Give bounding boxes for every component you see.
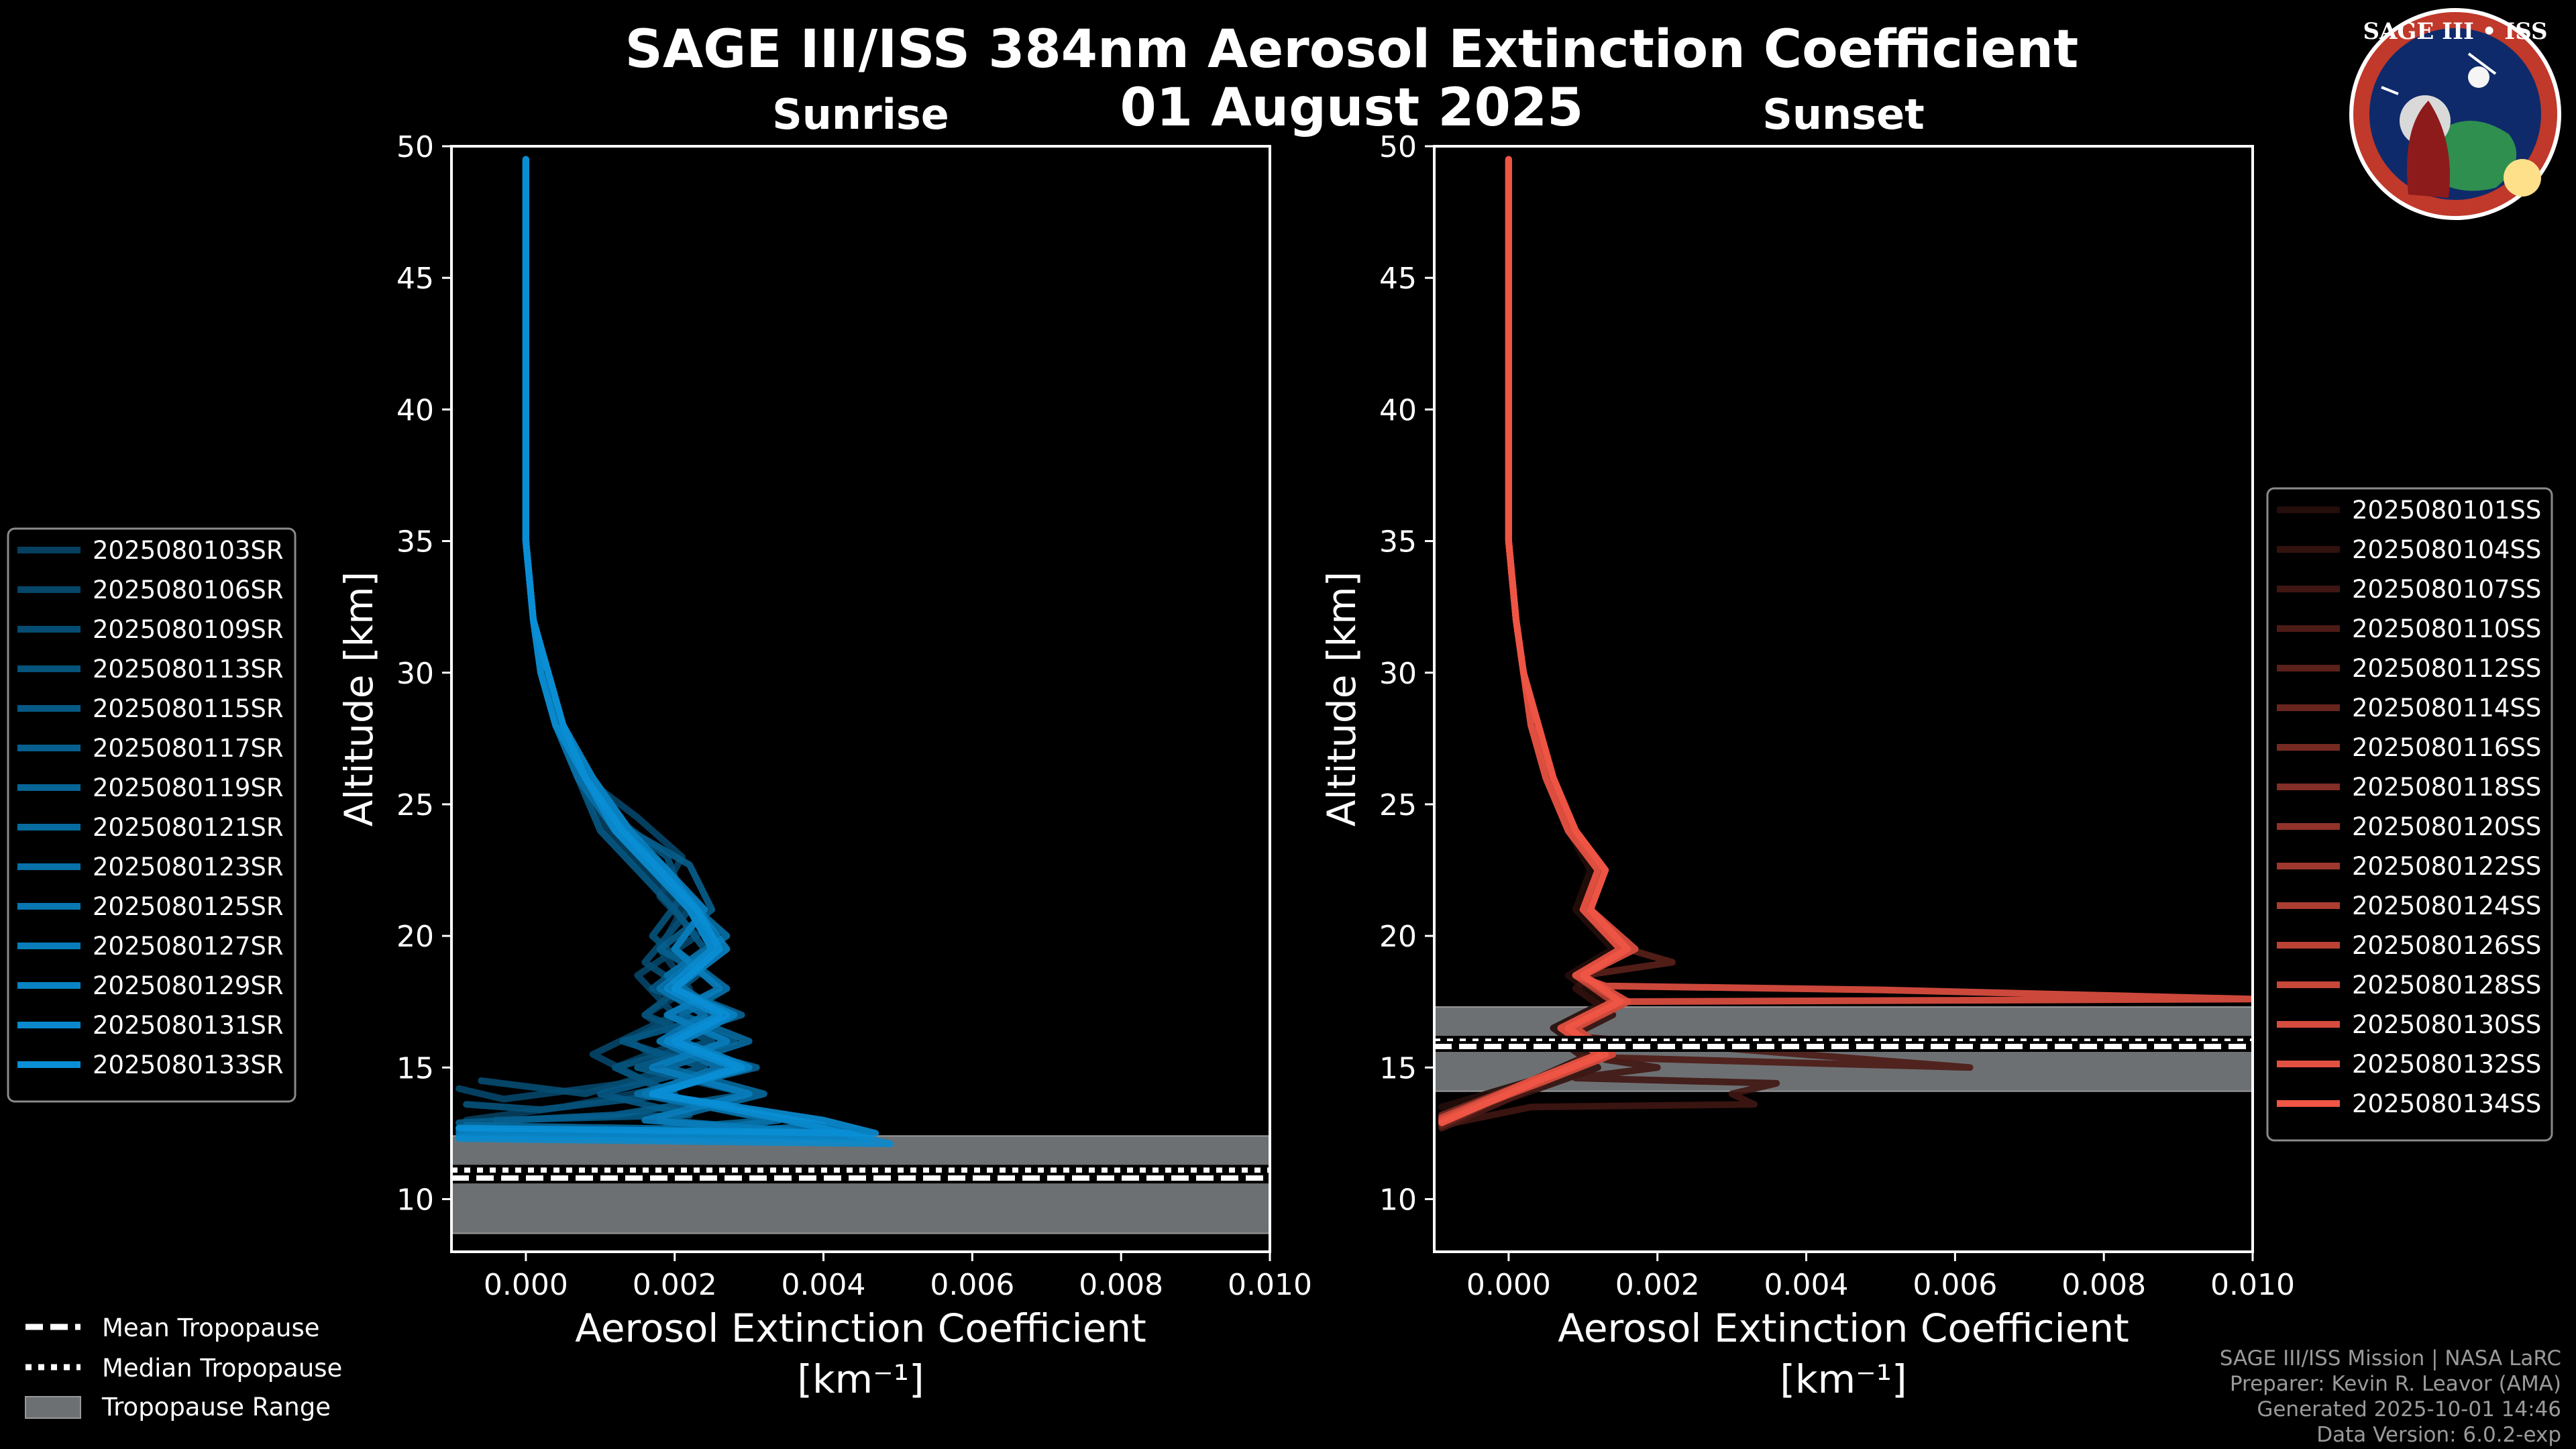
sage-iii-iss-logo: SAGE III • ISS — [2349, 8, 2561, 220]
y-tick-label: 20 — [1379, 920, 1417, 954]
x-axis-unit: [km⁻¹] — [797, 1356, 924, 1402]
profile-lines — [455, 156, 894, 1148]
tropopause-range-label: Tropopause Range — [101, 1393, 331, 1421]
profile-2025080133SR — [455, 156, 879, 1137]
tropopause-range-swatch — [25, 1396, 81, 1419]
y-tick-label: 20 — [396, 920, 434, 954]
footer-preparer: Preparer: Kevin R. Leavor (AMA) — [2230, 1372, 2561, 1396]
axes-frame — [1433, 145, 2254, 1253]
figure-date: 01 August 2025 — [1120, 78, 1584, 138]
legend-label: 2025080114SS — [2352, 694, 2541, 722]
plot-area — [451, 146, 1270, 1252]
x-tick-label: 0.000 — [1466, 1268, 1551, 1302]
legend-label: 2025080128SS — [2352, 971, 2541, 1000]
legend-label: 2025080131SR — [93, 1011, 284, 1040]
legend-label: 2025080119SR — [93, 773, 284, 802]
x-tick-label: 0.008 — [1079, 1268, 1163, 1302]
y-tick-label: 10 — [396, 1183, 434, 1218]
y-tick-label: 25 — [396, 788, 434, 822]
y-tick-label: 35 — [396, 525, 434, 559]
legend-frame — [2266, 487, 2553, 1142]
legend-label: 2025080134SS — [2352, 1089, 2541, 1118]
y-tick-label: 25 — [1379, 788, 1417, 822]
panel-title: Sunset — [1762, 90, 1925, 139]
sunset-panel: 0.000 0.002 0.004 0.006 0.008 0.010 10 15 20 25 30… — [1319, 90, 2295, 1402]
x-tick-label: 0.004 — [782, 1268, 866, 1302]
x-tick-label: 0.002 — [1615, 1268, 1700, 1302]
footer-version: Data Version: 6.0.2-exp — [2316, 1423, 2561, 1447]
legend-label: 2025080109SR — [93, 615, 284, 644]
x-axis-unit: [km⁻¹] — [1780, 1356, 1907, 1402]
logo-text: SAGE III • ISS — [2363, 18, 2547, 45]
legend-label: 2025080129SR — [93, 971, 284, 1000]
profile-2025080134SS — [1438, 156, 1631, 1126]
legend-label: 2025080122SS — [2352, 852, 2541, 881]
x-tick-label: 0.004 — [1764, 1268, 1849, 1302]
legend-label: 2025080132SS — [2352, 1050, 2541, 1079]
sunrise-legend: 2025080103SR 2025080106SR 2025080109SR 2025… — [7, 527, 297, 1103]
y-tick-label: 50 — [1379, 130, 1417, 164]
legend-label: 2025080103SR — [93, 536, 284, 565]
footer-generated: Generated 2025-10-01 14:46 — [2257, 1397, 2561, 1421]
legend-label: 2025080115SR — [93, 694, 284, 723]
legend-label: 2025080107SS — [2352, 575, 2541, 604]
y-tick-label: 50 — [396, 130, 434, 164]
x-axis-label: Aerosol Extinction Coefficient — [1558, 1305, 2129, 1351]
panel-title: Sunrise — [772, 90, 949, 139]
axes-frame — [450, 145, 1271, 1253]
legend-label: 2025080118SS — [2352, 773, 2541, 802]
legend-label: 2025080127SR — [93, 932, 284, 961]
figure-title: SAGE III/ISS 384nm Aerosol Extinction Co… — [625, 19, 2079, 80]
sunset-legend: 2025080101SS 2025080104SS 2025080107SS 2025… — [2266, 487, 2553, 1142]
tropopause-range-band — [451, 1135, 1271, 1234]
legend-label: 2025080106SR — [93, 576, 284, 604]
x-axis-label: Aerosol Extinction Coefficient — [575, 1305, 1146, 1351]
legend-label: 2025080101SS — [2352, 496, 2541, 525]
legend-label: 2025080133SR — [93, 1051, 284, 1079]
y-axis-label: Altitude [km] — [1319, 572, 1364, 826]
legend-label: 2025080112SS — [2352, 654, 2541, 683]
sunrise-panel: 0.000 0.002 0.004 0.006 0.008 0.010 10 15 20 25 30… — [336, 90, 1312, 1402]
y-tick-label: 35 — [1379, 525, 1417, 559]
x-tick-label: 0.006 — [930, 1268, 1014, 1302]
y-tick-label: 45 — [1379, 262, 1417, 296]
y-tick-label: 40 — [1379, 393, 1417, 427]
legend-label: 2025080117SR — [93, 734, 284, 763]
legend-label: 2025080121SR — [93, 813, 284, 842]
mean-tropopause-label: Mean Tropopause — [102, 1313, 320, 1342]
legend-label: 2025080120SS — [2352, 812, 2541, 841]
footer-mission: SAGE III/ISS Mission | NASA LaRC — [2220, 1346, 2561, 1371]
y-tick-label: 10 — [1379, 1183, 1417, 1218]
legend-label: 2025080116SS — [2352, 733, 2541, 762]
y-tick-label: 15 — [396, 1051, 434, 1085]
footer-credits: SAGE III/ISS Mission | NASA LaRC Prepare… — [2220, 1346, 2561, 1447]
tropopause-legend: Mean Tropopause Median Tropopause Tropop… — [25, 1313, 342, 1421]
x-tick-label: 0.002 — [633, 1268, 717, 1302]
x-tick-label: 0.008 — [2061, 1268, 2146, 1302]
legend-label: 2025080123SR — [93, 853, 284, 881]
x-tick-label: 0.010 — [2210, 1268, 2295, 1302]
y-tick-label: 40 — [396, 393, 434, 427]
y-tick-label: 15 — [1379, 1051, 1417, 1085]
legend-label: 2025080130SS — [2352, 1010, 2541, 1039]
y-axis-label: Altitude [km] — [336, 572, 382, 826]
y-tick-label: 45 — [396, 262, 434, 296]
x-tick-label: 0.000 — [484, 1268, 568, 1302]
x-tick-label: 0.006 — [1913, 1268, 1997, 1302]
legend-label: 2025080113SR — [93, 655, 284, 684]
y-tick-label: 30 — [396, 657, 434, 691]
legend-label: 2025080110SS — [2352, 614, 2541, 643]
x-tick-label: 0.010 — [1228, 1268, 1312, 1302]
median-tropopause-label: Median Tropopause — [102, 1354, 342, 1383]
legend-label: 2025080104SS — [2352, 535, 2541, 564]
legend-label: 2025080126SS — [2352, 931, 2541, 960]
y-tick-label: 30 — [1379, 657, 1417, 691]
legend-label: 2025080125SR — [93, 892, 284, 921]
legend-label: 2025080124SS — [2352, 892, 2541, 920]
